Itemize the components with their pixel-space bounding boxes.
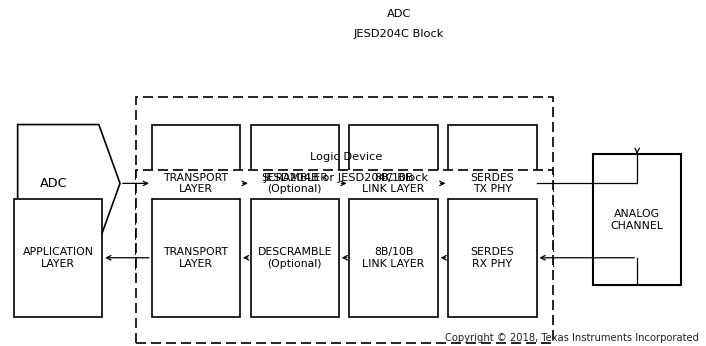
Text: ADC: ADC bbox=[387, 9, 411, 19]
Text: 8B/10B
LINK LAYER: 8B/10B LINK LAYER bbox=[362, 247, 425, 268]
Text: SERDES
TX PHY: SERDES TX PHY bbox=[471, 173, 514, 194]
Text: JESD204C Block: JESD204C Block bbox=[354, 29, 444, 39]
Text: 8B/10B
LINK LAYER: 8B/10B LINK LAYER bbox=[362, 173, 425, 194]
Polygon shape bbox=[18, 125, 120, 242]
Bar bbox=[136, 97, 553, 270]
Text: TRANSPORT
LAYER: TRANSPORT LAYER bbox=[163, 173, 229, 194]
Text: ANALOG
CHANNEL: ANALOG CHANNEL bbox=[611, 209, 664, 230]
Text: SCRAMBLER
(Optional): SCRAMBLER (Optional) bbox=[261, 173, 328, 194]
Bar bbox=[349, 199, 438, 317]
Bar bbox=[448, 199, 537, 317]
Bar bbox=[251, 199, 339, 317]
Text: Logic Device: Logic Device bbox=[310, 152, 382, 162]
Bar bbox=[152, 199, 240, 317]
Bar bbox=[152, 125, 240, 242]
Bar bbox=[251, 125, 339, 242]
Text: JESD204B or JESD204C Block: JESD204B or JESD204C Block bbox=[263, 173, 429, 183]
Text: Copyright © 2018, Texas Instruments Incorporated: Copyright © 2018, Texas Instruments Inco… bbox=[445, 333, 699, 343]
Bar bbox=[136, 170, 553, 343]
Bar bbox=[349, 125, 438, 242]
Bar bbox=[14, 199, 102, 317]
Text: DESCRAMBLE
(Optional): DESCRAMBLE (Optional) bbox=[258, 247, 332, 268]
Text: SERDES
RX PHY: SERDES RX PHY bbox=[471, 247, 514, 268]
Bar bbox=[593, 154, 681, 285]
Bar bbox=[448, 125, 537, 242]
Text: APPLICATION
LAYER: APPLICATION LAYER bbox=[23, 247, 94, 268]
Text: TRANSPORT
LAYER: TRANSPORT LAYER bbox=[163, 247, 229, 268]
Text: ADC: ADC bbox=[40, 177, 67, 190]
